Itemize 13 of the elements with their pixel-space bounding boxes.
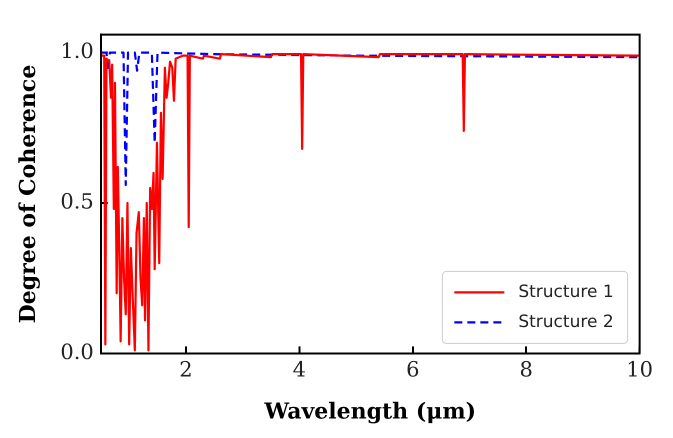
x-axis-title: Wavelength (μm) (263, 398, 476, 425)
line-series (100, 52, 640, 186)
x-tick-label: 4 (292, 357, 306, 382)
legend-label: Structure 2 (518, 312, 614, 332)
y-tick-label: 0.5 (60, 189, 94, 214)
y-tick-label: 1.0 (60, 39, 94, 64)
legend-label: Structure 1 (518, 282, 614, 302)
y-axis-title: Degree of Coherence (14, 64, 41, 324)
x-tick-label: 10 (626, 357, 654, 382)
x-tick-label: 6 (406, 357, 420, 382)
x-tick-label: 8 (520, 357, 533, 382)
y-tick-label: 0.0 (60, 340, 94, 364)
x-tick-label: 2 (179, 357, 193, 382)
